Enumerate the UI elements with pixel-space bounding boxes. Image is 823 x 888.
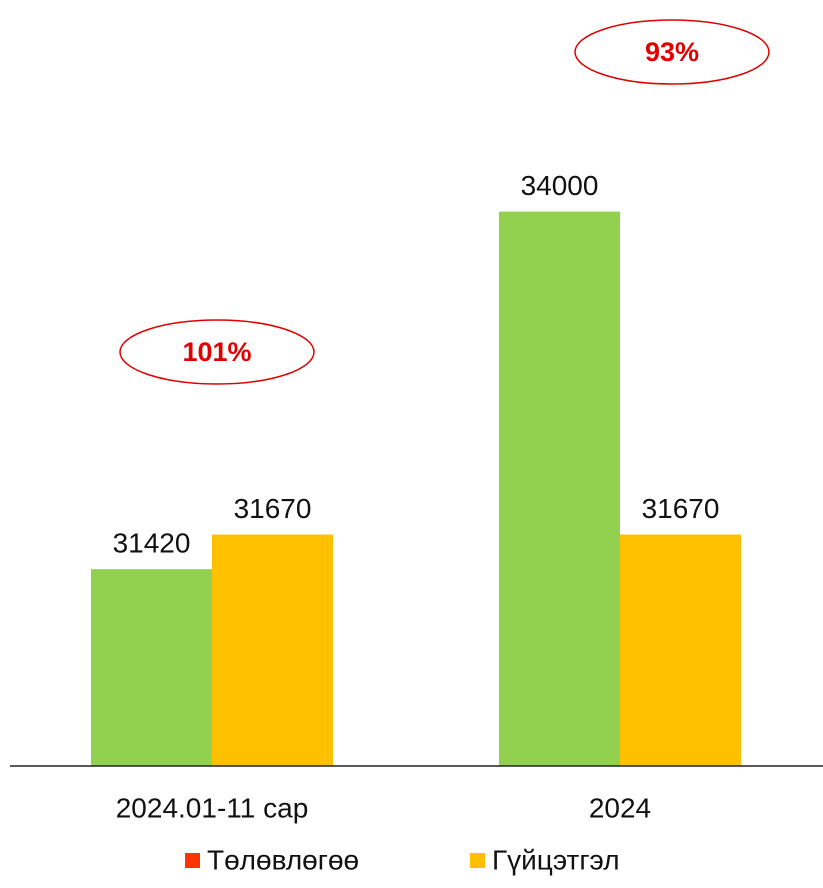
annotation-ellipse [574,19,770,85]
legend-swatch [470,853,485,868]
legend-swatch [185,853,200,868]
bar [212,534,333,766]
x-tick-label: 2024.01-11 сар [116,792,309,823]
data-label: 31420 [113,528,191,559]
x-tick-label: 2024 [589,792,651,823]
annotation-ellipse [119,319,315,385]
annotation: 101% [182,337,251,367]
data-label: 34000 [521,170,599,201]
bar [499,211,620,767]
bar [620,534,741,766]
legend-label: Гүйцэтгэл [492,844,620,875]
legend-label: Төлөвлөгөө [207,844,359,875]
annotation: 93% [645,37,699,67]
data-label: 31670 [642,493,720,524]
bar [91,569,212,766]
data-label: 31670 [234,493,312,524]
